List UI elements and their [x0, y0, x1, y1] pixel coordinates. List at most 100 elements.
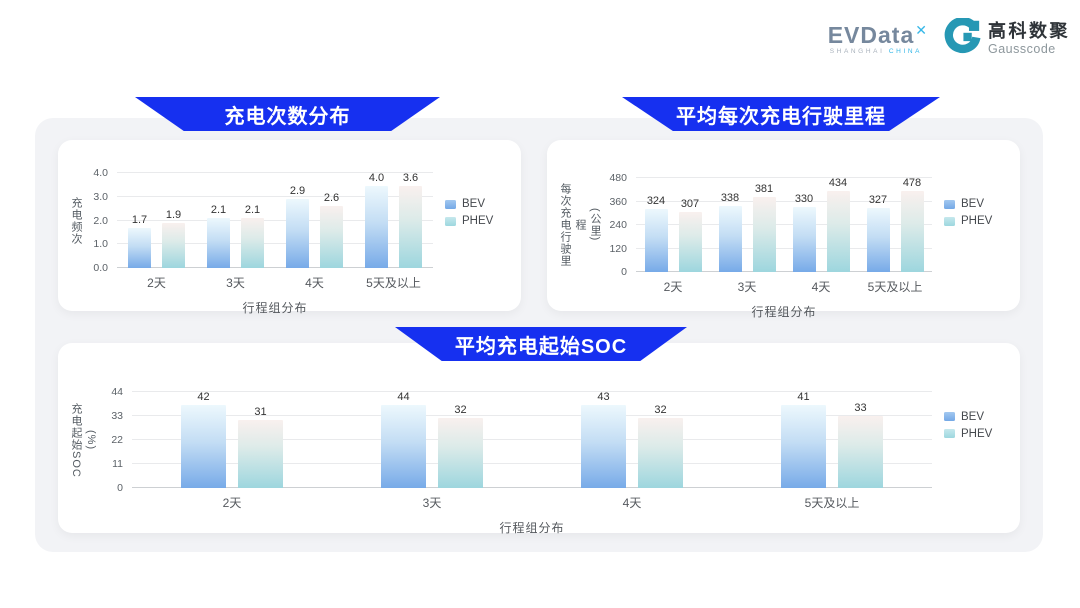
- value-label: 2.1: [210, 204, 227, 217]
- plot-row: 0.0 1.0 2.0 3.0 4.0 1.7 1.9 2.1 2.1 2.9 2.6 4.0 3.6: [83, 167, 433, 274]
- chart-title-banner-soc: 平均充电起始SOC: [395, 327, 687, 361]
- bar-wrap: 2.6: [320, 173, 343, 268]
- gridline: [132, 391, 932, 392]
- value-label: 42: [197, 391, 210, 403]
- x-category-label: 5天及以上: [366, 276, 421, 290]
- bars: 1.7 1.9 2.1 2.1 2.9 2.6 4.0 3.6: [117, 173, 433, 268]
- evdata-subtitle: SHANGHAI CHINA: [829, 47, 923, 55]
- bar-wrap: 330: [792, 178, 816, 272]
- bar-phev: [238, 420, 283, 488]
- bar-group: 1.7 1.9: [117, 173, 196, 268]
- chart-title: 充电次数分布: [224, 105, 351, 128]
- y-axis-ticks: 0 11 22 33 44: [98, 386, 132, 494]
- value-label: 2.9: [289, 185, 306, 198]
- bar-wrap: 33: [838, 392, 883, 488]
- y-axis-title: 充电起始SOC (%): [70, 402, 97, 478]
- legend-item-phev: PHEV: [445, 215, 517, 227]
- value-label: 307: [680, 197, 700, 210]
- x-category-label: 3天: [226, 276, 245, 290]
- legend-label: PHEV: [462, 215, 494, 227]
- y-tick-label: 33: [111, 410, 123, 422]
- y-tick-label: 3.0: [93, 190, 108, 203]
- bar-group: 327 478: [858, 178, 932, 272]
- legend-swatch-icon: [944, 412, 955, 421]
- x-category-label: 2天: [222, 496, 242, 510]
- value-label: 4.0: [368, 172, 385, 184]
- legend-label: BEV: [961, 198, 985, 210]
- gausscode-mark-icon: [944, 17, 981, 60]
- bar-phev: [438, 418, 483, 488]
- bar-wrap: 381: [752, 178, 776, 272]
- chart-card-mileage: 每次充电行驶里程 (公里) 0 120 240 360 480 324 307 338 381 3…: [547, 140, 1020, 319]
- y-tick-label: 2.0: [93, 214, 108, 227]
- y-tick-label: 0: [621, 266, 627, 278]
- bar-wrap: 327: [866, 178, 890, 272]
- gausscode-logo: 高科数聚 Gausscode: [944, 17, 1070, 60]
- gridline: [636, 247, 932, 249]
- bar-group: 338 381: [710, 178, 784, 272]
- y-tick-label: 480: [609, 172, 627, 184]
- y-tick-label: 22: [111, 434, 123, 446]
- bar-wrap: 4.0: [365, 173, 388, 268]
- x-axis-title: 行程组分布: [751, 305, 817, 319]
- y-axis-title: 充电频次: [70, 196, 82, 245]
- bar-chart-charge-count: 充电频次 0.0 1.0 2.0 3.0 4.0 1.7 1.9 2.1 2.1 2.9 2.6 4…: [58, 140, 521, 315]
- plot-column: 0 120 240 360 480 324 307 338 381 330 434 327 478 2…: [602, 140, 932, 319]
- y-axis-title: 每次充电行驶里程 (公里): [559, 183, 601, 267]
- bar-wrap: 3.6: [399, 173, 422, 268]
- y-axis-title-wrap: 充电频次: [68, 140, 83, 311]
- legend: BEV PHEV: [932, 343, 1016, 533]
- value-label: 2.6: [323, 192, 340, 205]
- x-category-label: 4天: [811, 280, 831, 294]
- bar-bev: [781, 405, 826, 488]
- plot-area: 324 307 338 381 330 434 327 478: [636, 177, 932, 272]
- bar-wrap: 307: [678, 178, 702, 272]
- bar-phev: [241, 218, 264, 268]
- bar-group: 42 31: [132, 392, 332, 488]
- bar-bev: [866, 207, 890, 272]
- bar-wrap: 324: [644, 178, 668, 272]
- bar-wrap: 1.9: [162, 173, 185, 268]
- bar-wrap: 434: [826, 177, 850, 272]
- chart-title-banner-mileage: 平均每次充电行驶里程: [622, 97, 940, 131]
- x-axis-categories: 2天 3天 4天 5天及以上: [117, 268, 433, 291]
- bar-bev: [381, 405, 426, 488]
- bar-group: 330 434: [784, 178, 858, 272]
- chart-card-charge-count: 充电频次 0.0 1.0 2.0 3.0 4.0 1.7 1.9 2.1 2.1 2.9 2.6 4…: [58, 140, 521, 315]
- bar-wrap: 478: [900, 178, 924, 272]
- gridlines: [636, 177, 932, 272]
- legend-swatch-icon: [445, 199, 456, 209]
- chart-title-banner-charge-count: 充电次数分布: [135, 97, 440, 131]
- bar-chart-soc: 充电起始SOC (%) 0 11 22 33 44 42 31 44 32 43 32 41 33 2天…: [58, 343, 1020, 535]
- logo-bar: EVData✕ SHANGHAI CHINA 高科数聚 Gausscode: [828, 17, 1070, 60]
- bar-phev: [399, 186, 422, 268]
- bar-bev: [207, 218, 230, 268]
- y-axis-ticks: 0.0 1.0 2.0 3.0 4.0: [83, 167, 117, 274]
- bar-bev: [128, 227, 151, 268]
- gausscode-en-name: Gausscode: [988, 42, 1056, 57]
- y-tick-label: 0: [117, 482, 123, 494]
- legend-label: BEV: [961, 410, 985, 423]
- bar-chart-mileage: 每次充电行驶里程 (公里) 0 120 240 360 480 324 307 338 381 3…: [547, 140, 1020, 319]
- y-tick-label: 1.0: [93, 238, 108, 251]
- x-axis-baseline: [636, 271, 932, 272]
- gridline: [132, 439, 932, 440]
- value-label: 2.1: [244, 204, 261, 217]
- bar-bev: [644, 208, 668, 272]
- value-label: 434: [828, 177, 848, 189]
- bar-wrap: 41: [781, 392, 826, 488]
- plot-area: 1.7 1.9 2.1 2.1 2.9 2.6 4.0 3.6: [117, 172, 433, 268]
- x-category-label: 4天: [305, 276, 324, 290]
- value-label: 1.9: [165, 208, 182, 221]
- legend-label: BEV: [462, 198, 486, 210]
- y-axis-title-wrap: 每次充电行驶里程 (公里): [557, 140, 602, 311]
- bar-wrap: 2.1: [207, 173, 230, 268]
- value-label: 43: [597, 391, 610, 403]
- x-axis-title: 行程组分布: [499, 521, 565, 535]
- gridline: [132, 415, 932, 416]
- x-category-label: 3天: [737, 280, 757, 294]
- legend-item-phev: PHEV: [944, 428, 1016, 440]
- gridlines: [132, 391, 932, 488]
- gridline: [132, 463, 932, 464]
